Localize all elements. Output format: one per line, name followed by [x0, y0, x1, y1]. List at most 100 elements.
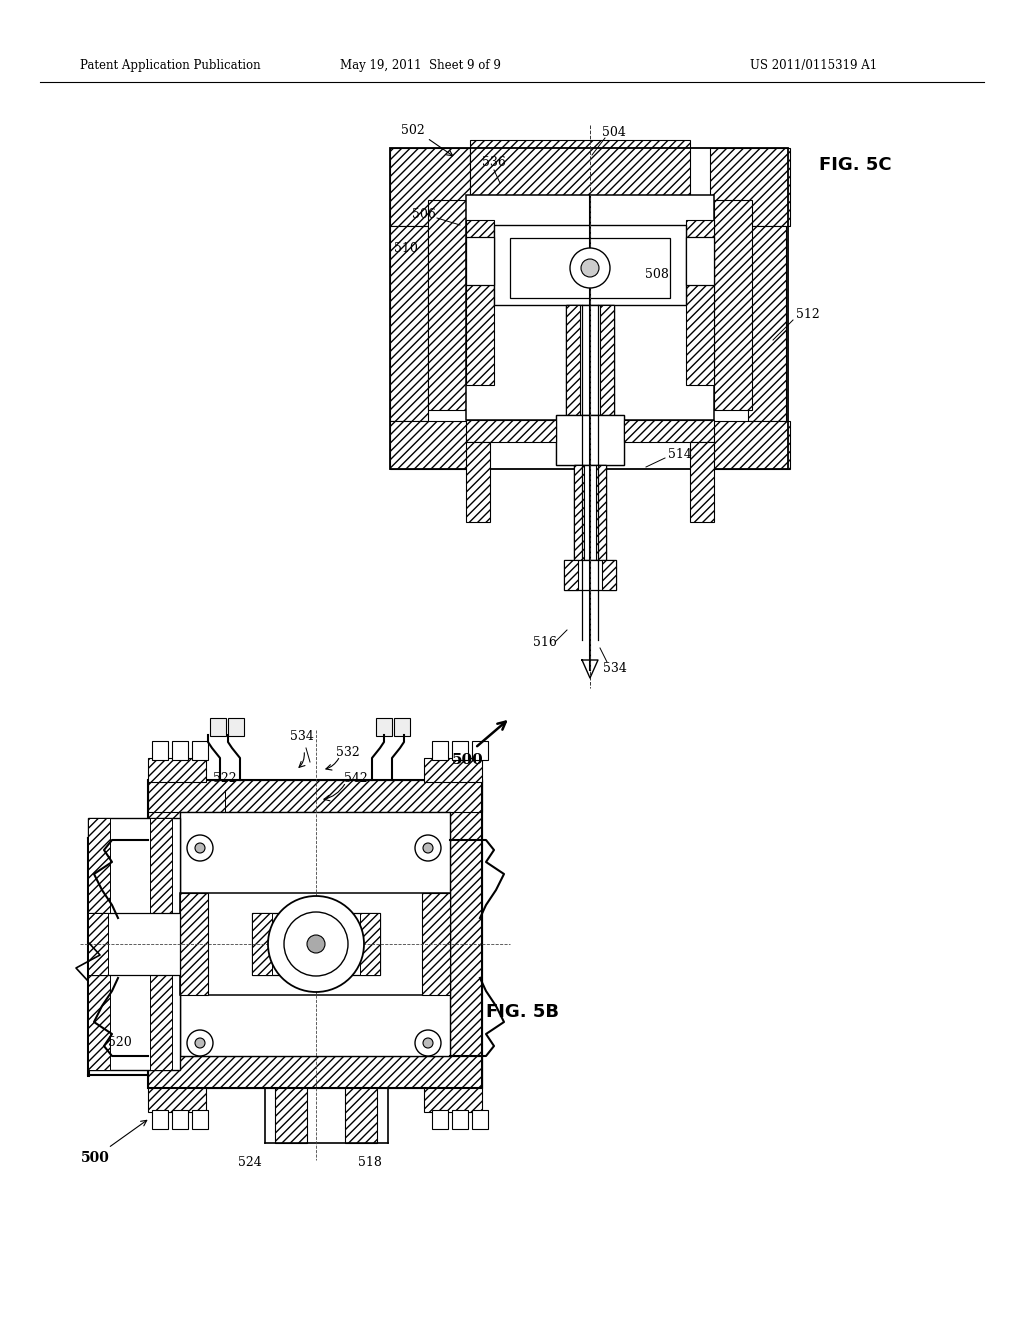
- Bar: [710, 148, 790, 226]
- Bar: [345, 1088, 377, 1143]
- Circle shape: [195, 1038, 205, 1048]
- Text: 514: 514: [668, 449, 692, 462]
- Bar: [574, 465, 606, 560]
- Bar: [566, 305, 580, 414]
- Bar: [172, 741, 188, 760]
- Bar: [148, 1056, 482, 1088]
- Bar: [556, 414, 624, 465]
- Bar: [148, 758, 206, 781]
- Bar: [466, 195, 714, 420]
- Circle shape: [268, 896, 364, 993]
- Bar: [88, 818, 180, 1071]
- Bar: [466, 420, 556, 442]
- Bar: [596, 465, 606, 560]
- Bar: [252, 913, 272, 975]
- Bar: [686, 220, 714, 385]
- Bar: [228, 718, 244, 737]
- Text: 532: 532: [336, 746, 359, 759]
- Circle shape: [423, 1038, 433, 1048]
- Bar: [424, 1088, 482, 1111]
- Bar: [710, 421, 790, 469]
- Bar: [152, 1110, 168, 1129]
- Text: 502: 502: [401, 124, 425, 136]
- Text: 524: 524: [239, 1156, 262, 1170]
- Bar: [394, 718, 410, 737]
- Text: May 19, 2011  Sheet 9 of 9: May 19, 2011 Sheet 9 of 9: [340, 58, 501, 71]
- Bar: [180, 894, 208, 995]
- Bar: [466, 220, 494, 385]
- Bar: [148, 1088, 206, 1111]
- Bar: [472, 1110, 488, 1129]
- Bar: [390, 148, 788, 469]
- Bar: [360, 913, 380, 975]
- Bar: [150, 818, 172, 1071]
- Circle shape: [284, 912, 348, 975]
- Text: 536: 536: [482, 157, 506, 169]
- Bar: [252, 913, 380, 975]
- Bar: [152, 741, 168, 760]
- Bar: [714, 201, 752, 411]
- Circle shape: [187, 1030, 213, 1056]
- Text: 516: 516: [534, 635, 557, 648]
- Text: FIG. 5B: FIG. 5B: [485, 1003, 558, 1020]
- Bar: [748, 226, 786, 421]
- Text: 500: 500: [453, 752, 484, 767]
- Bar: [390, 421, 470, 469]
- Bar: [556, 414, 574, 465]
- Bar: [193, 1110, 208, 1129]
- Text: FIG. 5C: FIG. 5C: [818, 156, 891, 174]
- Bar: [452, 741, 468, 760]
- Bar: [390, 226, 428, 421]
- Bar: [494, 224, 686, 305]
- Bar: [602, 560, 616, 590]
- Text: 506: 506: [412, 207, 436, 220]
- Bar: [172, 1110, 188, 1129]
- Bar: [472, 741, 488, 760]
- Bar: [193, 741, 208, 760]
- Bar: [470, 140, 690, 201]
- Bar: [424, 758, 482, 781]
- Circle shape: [307, 935, 325, 953]
- Text: 542: 542: [344, 771, 368, 784]
- Text: 512: 512: [796, 309, 820, 322]
- Text: 504: 504: [602, 127, 626, 140]
- Text: 518: 518: [358, 1156, 382, 1170]
- Text: Patent Application Publication: Patent Application Publication: [80, 58, 261, 71]
- Bar: [180, 894, 450, 995]
- Bar: [466, 442, 490, 521]
- Bar: [148, 780, 482, 1088]
- Circle shape: [570, 248, 610, 288]
- Text: US 2011/0115319 A1: US 2011/0115319 A1: [750, 58, 878, 71]
- Bar: [574, 465, 584, 560]
- Bar: [600, 305, 614, 414]
- Circle shape: [415, 1030, 441, 1056]
- Bar: [390, 148, 470, 226]
- Circle shape: [581, 259, 599, 277]
- Bar: [466, 238, 494, 285]
- Text: 520: 520: [109, 1036, 132, 1049]
- Bar: [88, 913, 180, 975]
- Bar: [180, 812, 450, 1056]
- Bar: [376, 718, 392, 737]
- Text: 534: 534: [603, 661, 627, 675]
- Bar: [510, 238, 670, 298]
- Bar: [686, 238, 714, 285]
- Bar: [564, 560, 616, 590]
- Bar: [432, 1110, 449, 1129]
- Text: 500: 500: [81, 1151, 110, 1166]
- Circle shape: [415, 836, 441, 861]
- Bar: [88, 818, 110, 1071]
- Bar: [624, 420, 714, 442]
- Bar: [450, 780, 482, 1088]
- Text: 508: 508: [645, 268, 669, 281]
- Bar: [564, 560, 578, 590]
- Bar: [275, 1088, 307, 1143]
- Bar: [566, 305, 614, 414]
- Text: 510: 510: [394, 242, 418, 255]
- Circle shape: [187, 836, 213, 861]
- Text: 522: 522: [213, 771, 237, 784]
- Bar: [690, 442, 714, 521]
- Bar: [606, 414, 624, 465]
- Circle shape: [423, 843, 433, 853]
- Bar: [432, 741, 449, 760]
